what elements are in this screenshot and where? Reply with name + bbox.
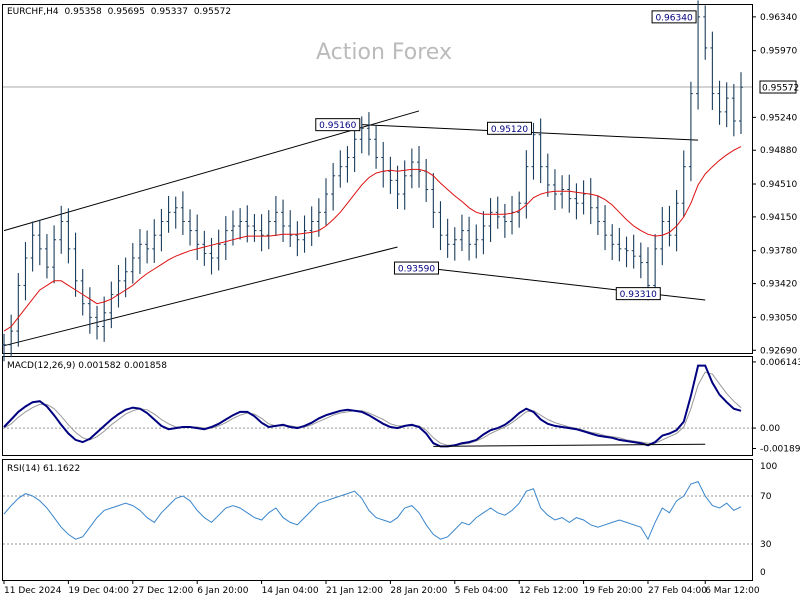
price-annotation: 0.96340 <box>651 10 697 24</box>
time-tick-label: 19 Dec 04:00 <box>68 586 129 596</box>
price-annotation: 0.95120 <box>486 121 532 135</box>
time-tick-label: 28 Jan 20:00 <box>390 586 447 596</box>
annotation-label: 0.93590 <box>398 265 435 275</box>
annotation-label: 0.96340 <box>655 13 692 23</box>
rsi-label: RSI(14) 61.1622 <box>7 464 80 474</box>
time-tick-label: 21 Jan 12:00 <box>326 586 383 596</box>
price-tick-label: 0.94150 <box>760 213 797 223</box>
price-tick-label: 0.95970 <box>760 47 797 57</box>
price-annotation: 0.93310 <box>615 287 661 301</box>
moving-average-line <box>3 146 742 332</box>
time-tick-label: 6 Mar 12:00 <box>705 586 760 596</box>
ohlc-open: 0.95358 <box>65 7 102 17</box>
price-annotation: 0.93590 <box>393 261 439 275</box>
price-tick-label: 0.93780 <box>760 247 797 257</box>
price-tick-label: 0.92690 <box>760 346 797 356</box>
macd-tick-label: 0.00 <box>760 424 780 434</box>
current-price-label: 0.95572 <box>762 84 799 94</box>
current-price-marker: 0.95572 <box>759 80 799 94</box>
annotation-label: 0.95120 <box>491 125 528 135</box>
price-tick-label: 0.93420 <box>760 280 797 290</box>
price-tick-label: 0.94510 <box>760 180 797 190</box>
watermark: Action Forex <box>316 40 452 65</box>
price-annotations: 0.95160 0.95120 0.93590 0.93310 0.96340 <box>315 10 697 301</box>
ohlc-high: 0.95695 <box>108 7 145 17</box>
ohlc-close: 0.95572 <box>194 7 231 17</box>
time-tick-label: 12 Feb 12:00 <box>519 586 578 596</box>
macd-axis: 0.006143 0.00 -0.001896 <box>752 358 800 454</box>
time-tick-label: 5 Feb 04:00 <box>455 586 509 596</box>
price-tick-label: 0.96340 <box>760 13 797 23</box>
macd-signal-line <box>3 371 742 446</box>
rsi-panel <box>2 459 753 581</box>
time-tick-label: 14 Jan 04:00 <box>262 586 319 596</box>
price-tick-label: 0.93050 <box>760 313 797 323</box>
time-tick-label: 27 Feb 04:00 <box>648 586 707 596</box>
time-tick-label: 27 Dec 12:00 <box>133 586 194 596</box>
price-tick-label: 0.95240 <box>760 113 797 123</box>
rsi-axis: 100 70 30 0 <box>760 462 777 578</box>
rsi-tick-label: 70 <box>760 492 772 502</box>
macd-tick-label: -0.001896 <box>760 444 800 454</box>
symbol-label: EURCHF,H4 <box>7 7 59 17</box>
annotation-box <box>393 261 439 275</box>
macd-divergence-line <box>433 443 706 447</box>
annotation-label: 0.93310 <box>620 290 657 300</box>
macd-tick-label: 0.006143 <box>760 358 800 368</box>
ohlc-low: 0.95337 <box>151 7 188 17</box>
time-tick-label: 11 Dec 2024 <box>4 586 62 596</box>
rsi-tick-label: 0 <box>760 568 766 578</box>
rsi-tick-label: 100 <box>760 462 777 472</box>
svg-text:EURCHF,H4 0.95358: EURCHF,H4 0.95358 0.95695 0.95337 0.9557… <box>7 7 231 17</box>
time-tick-label: 6 Jan 20:00 <box>197 586 249 596</box>
rsi-tick-label: 30 <box>760 540 772 550</box>
price-tick-label: 0.94880 <box>760 146 797 156</box>
price-annotation: 0.95160 <box>315 118 361 132</box>
macd-line <box>3 364 742 448</box>
rsi-levels <box>3 495 752 545</box>
annotation-box <box>315 118 361 132</box>
annotation-box <box>651 10 697 24</box>
macd-panel <box>2 356 753 456</box>
annotation-box <box>486 121 532 135</box>
macd-label: MACD(12,26,9) 0.001582 0.001858 <box>7 361 167 371</box>
time-tick-label: 19 Feb 20:00 <box>584 586 643 596</box>
annotation-box <box>615 287 661 301</box>
time-axis: 11 Dec 2024 19 Dec 04:00 27 Dec 12:00 6 Jan… <box>3 581 760 596</box>
rsi-line <box>3 480 742 541</box>
annotation-label: 0.95160 <box>319 121 356 131</box>
symbol-header: EURCHF,H4 0.95358 0.95695 0.95337 0.9557… <box>7 7 231 17</box>
trendline <box>3 246 398 347</box>
price-axis: 0.96340 0.95970 0.95240 0.94880 0.94510 0.941… <box>752 13 797 356</box>
